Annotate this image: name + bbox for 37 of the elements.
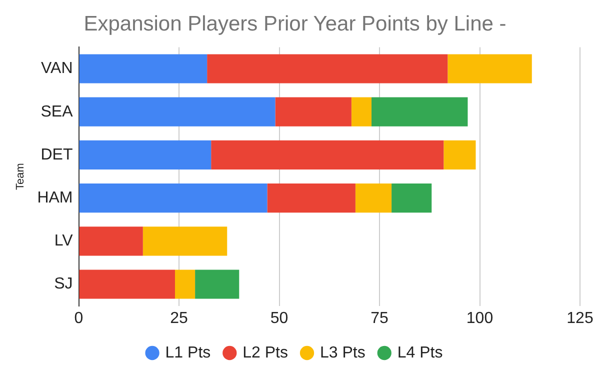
y-tick-label: DET xyxy=(40,146,73,164)
bar xyxy=(211,140,444,170)
legend-label: L2 Pts xyxy=(242,344,288,362)
bar xyxy=(207,54,448,84)
y-tick-label: SEA xyxy=(40,103,74,120)
x-tick-label: 125 xyxy=(566,310,594,327)
bar xyxy=(355,184,392,213)
bar xyxy=(79,226,143,256)
bar xyxy=(351,97,372,126)
bar xyxy=(275,97,352,126)
bar xyxy=(79,270,175,299)
bar xyxy=(444,140,476,170)
legend-label: L4 Pts xyxy=(397,344,443,362)
bar xyxy=(392,184,432,213)
legend-label: L1 Pts xyxy=(165,344,211,362)
y-tick-label: SJ xyxy=(54,276,73,293)
bar xyxy=(195,270,240,299)
x-tick-label: 100 xyxy=(466,310,494,327)
x-tick-label: 25 xyxy=(170,310,188,327)
x-tick-label: 0 xyxy=(74,310,84,327)
y-tick-label: HAM xyxy=(37,189,73,206)
bar xyxy=(267,184,356,213)
bar xyxy=(79,97,276,126)
x-tick-label: 50 xyxy=(270,310,288,327)
legend-label: L3 Pts xyxy=(320,344,366,362)
bar xyxy=(448,54,532,84)
bar xyxy=(142,226,228,256)
y-axis-title: Team xyxy=(14,163,27,190)
chart-title: Expansion Players Prior Year Points by Line - xyxy=(84,12,506,36)
bar xyxy=(79,54,208,84)
y-tick-label: VAN xyxy=(41,60,73,78)
bar xyxy=(79,184,268,213)
bar xyxy=(371,97,468,126)
bar xyxy=(174,270,196,299)
x-tick-label: 75 xyxy=(370,310,388,327)
bar xyxy=(79,140,212,170)
y-tick-label: LV xyxy=(54,232,74,250)
